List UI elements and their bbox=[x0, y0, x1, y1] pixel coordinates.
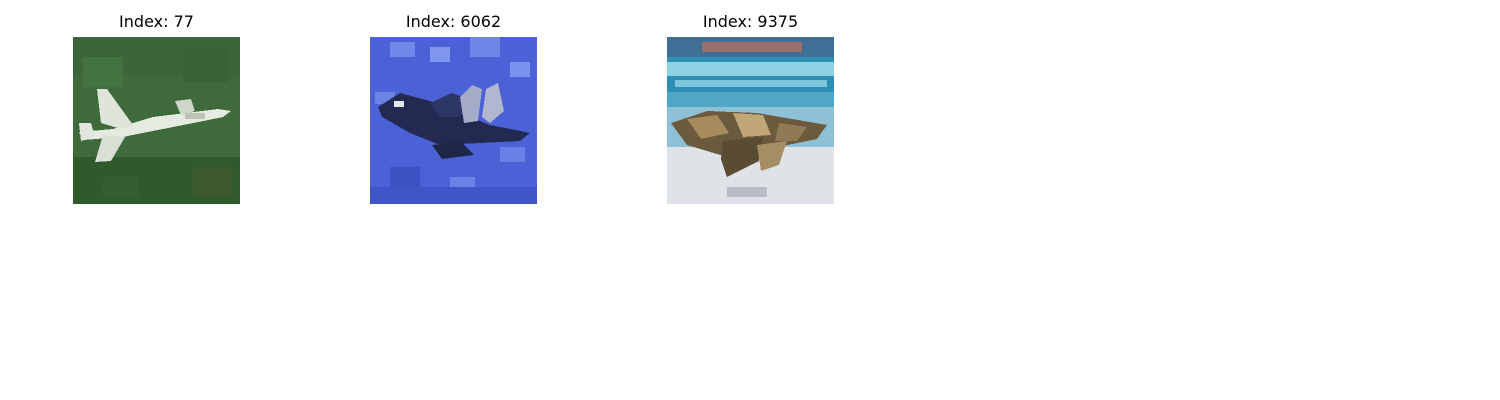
panel-title: Index: 6062 bbox=[405, 12, 502, 31]
panel-title: Index: 9375 bbox=[702, 12, 799, 31]
camouflaged-jet-image bbox=[667, 37, 834, 204]
panel-title: Index: 77 bbox=[119, 12, 194, 31]
fighter-jet-image bbox=[73, 37, 240, 204]
dark-jet-image bbox=[370, 37, 537, 204]
